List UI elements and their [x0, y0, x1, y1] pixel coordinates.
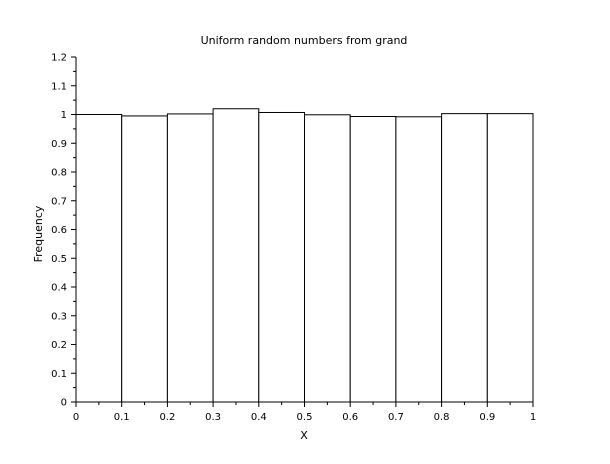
histogram-bar: [349, 116, 397, 403]
y-tick-label: 0.6: [51, 225, 67, 236]
histogram-bar: [212, 108, 260, 403]
y-tick-label: 0.8: [51, 168, 67, 179]
y-tick-label: 0.4: [51, 283, 67, 294]
x-tick-label: 0.4: [251, 412, 267, 423]
x-tick-label: 0: [73, 412, 79, 423]
histogram-bar: [304, 114, 351, 403]
x-tick-label: 0.6: [342, 412, 358, 423]
x-tick-label: 0.1: [114, 412, 130, 423]
bars-group: [75, 108, 534, 403]
x-tick-label: 0.5: [297, 412, 313, 423]
histogram-bar: [75, 114, 123, 403]
x-tick-label: 0.9: [479, 412, 495, 423]
y-tick-label: 0.3: [51, 311, 67, 322]
histogram-bar: [441, 113, 488, 403]
histogram-bar: [486, 113, 534, 403]
y-tick-label: 0.5: [51, 254, 67, 265]
y-tick-label: 0: [61, 398, 67, 409]
y-tick-label: 0.2: [51, 340, 67, 351]
x-tick-label: 0.3: [205, 412, 221, 423]
x-tick-label: 0.2: [159, 412, 175, 423]
chart-title: Uniform random numbers from grand: [201, 34, 408, 47]
y-tick-label: 1: [61, 110, 67, 121]
x-axis-label: X: [300, 429, 308, 442]
x-tick-label: 0.7: [388, 412, 404, 423]
x-tick-label: 1: [530, 412, 536, 423]
y-tick-label: 0.7: [51, 196, 67, 207]
x-tick-label: 0.8: [434, 412, 450, 423]
histogram-bar: [166, 113, 214, 403]
histogram-bar: [121, 115, 168, 403]
y-tick-label: 1.2: [51, 53, 67, 64]
y-axis-label: Frequency: [32, 205, 45, 262]
y-tick-label: 1.1: [51, 81, 67, 92]
axes-group: 0 0.1 0.2 0.3 0.4 0.5 0.6 0.7 0.8 0.9 1 0 0.1 0.2 0.3 0…: [51, 53, 536, 424]
histogram-bar: [395, 116, 443, 403]
y-tick-label: 0.9: [51, 139, 67, 150]
y-tick-label: 0.1: [51, 369, 67, 380]
histogram-bar: [258, 111, 305, 403]
